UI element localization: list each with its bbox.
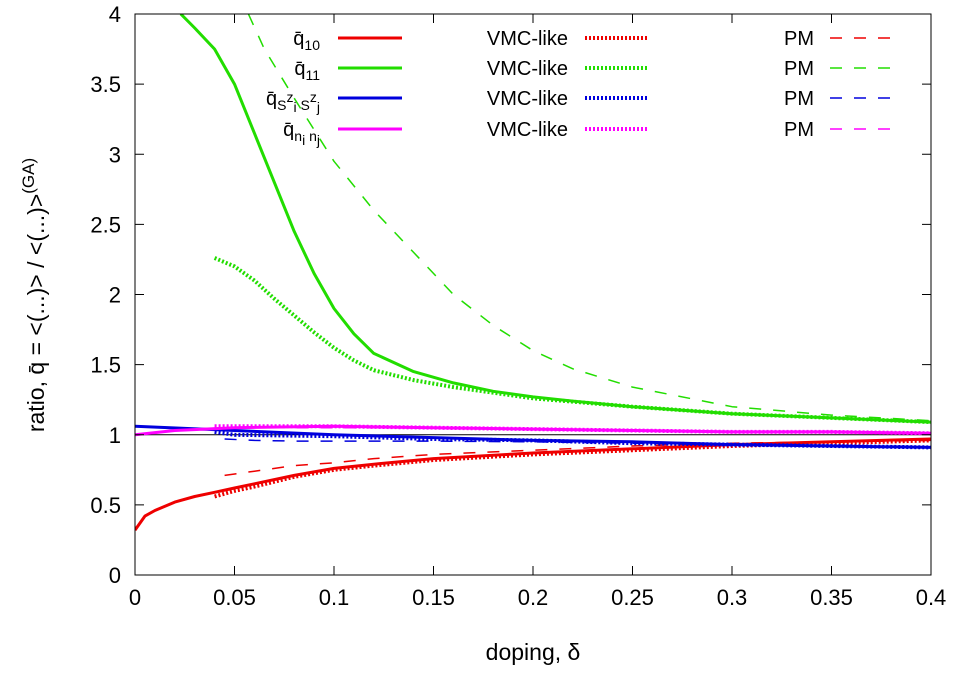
y-tick-label: 2 [109, 283, 121, 308]
legend-label-vmc: VMC-like [487, 58, 568, 80]
series-line [224, 426, 931, 435]
x-tick-label: 0 [129, 585, 141, 610]
series-line [214, 438, 931, 499]
legend-label-pm: PM [784, 119, 814, 141]
series-line [213, 256, 931, 425]
legend-label-vmc: VMC-like [487, 28, 568, 50]
series-line [247, 14, 931, 422]
x-tick-label: 0.1 [319, 585, 350, 610]
y-tick-label: 1 [109, 423, 121, 448]
x-tick-label: 0.4 [916, 585, 947, 610]
series-line [135, 437, 931, 531]
legend-label-pm: PM [784, 58, 814, 80]
legend-label: q̄10 [293, 28, 320, 53]
legend-label-vmc: VMC-like [487, 119, 568, 141]
y-tick-label: 4 [109, 2, 121, 27]
legend-label-vmc: VMC-like [487, 88, 568, 110]
series-line [179, 14, 931, 424]
series-line [224, 438, 931, 449]
legend-label-pm: PM [784, 88, 814, 110]
x-tick-label: 0.15 [412, 585, 455, 610]
legend-label: q̄Szi Szj [266, 88, 320, 115]
y-tick-label: 3 [109, 142, 121, 167]
x-tick-label: 0.35 [810, 585, 853, 610]
y-tick-label: 2.5 [90, 212, 121, 237]
legend-label: q̄ni nj [283, 119, 320, 148]
y-tick-label: 0.5 [90, 493, 121, 518]
y-tick-label: 3.5 [90, 72, 121, 97]
series-line [224, 439, 931, 477]
x-axis-label: doping, δ [486, 639, 581, 665]
legend-label: q̄11 [294, 58, 320, 83]
x-tick-label: 0.05 [213, 585, 256, 610]
y-axis-label: ratio, q̄ = <(...)> / <(...)>(GA) [19, 158, 49, 432]
y-tick-label: 1.5 [90, 353, 121, 378]
x-tick-label: 0.25 [611, 585, 654, 610]
y-tick-label: 0 [109, 563, 121, 588]
x-tick-label: 0.2 [518, 585, 549, 610]
legend-label-pm: PM [784, 28, 814, 50]
x-tick-label: 0.3 [717, 585, 748, 610]
series-line [214, 424, 931, 436]
series-line [214, 429, 931, 450]
